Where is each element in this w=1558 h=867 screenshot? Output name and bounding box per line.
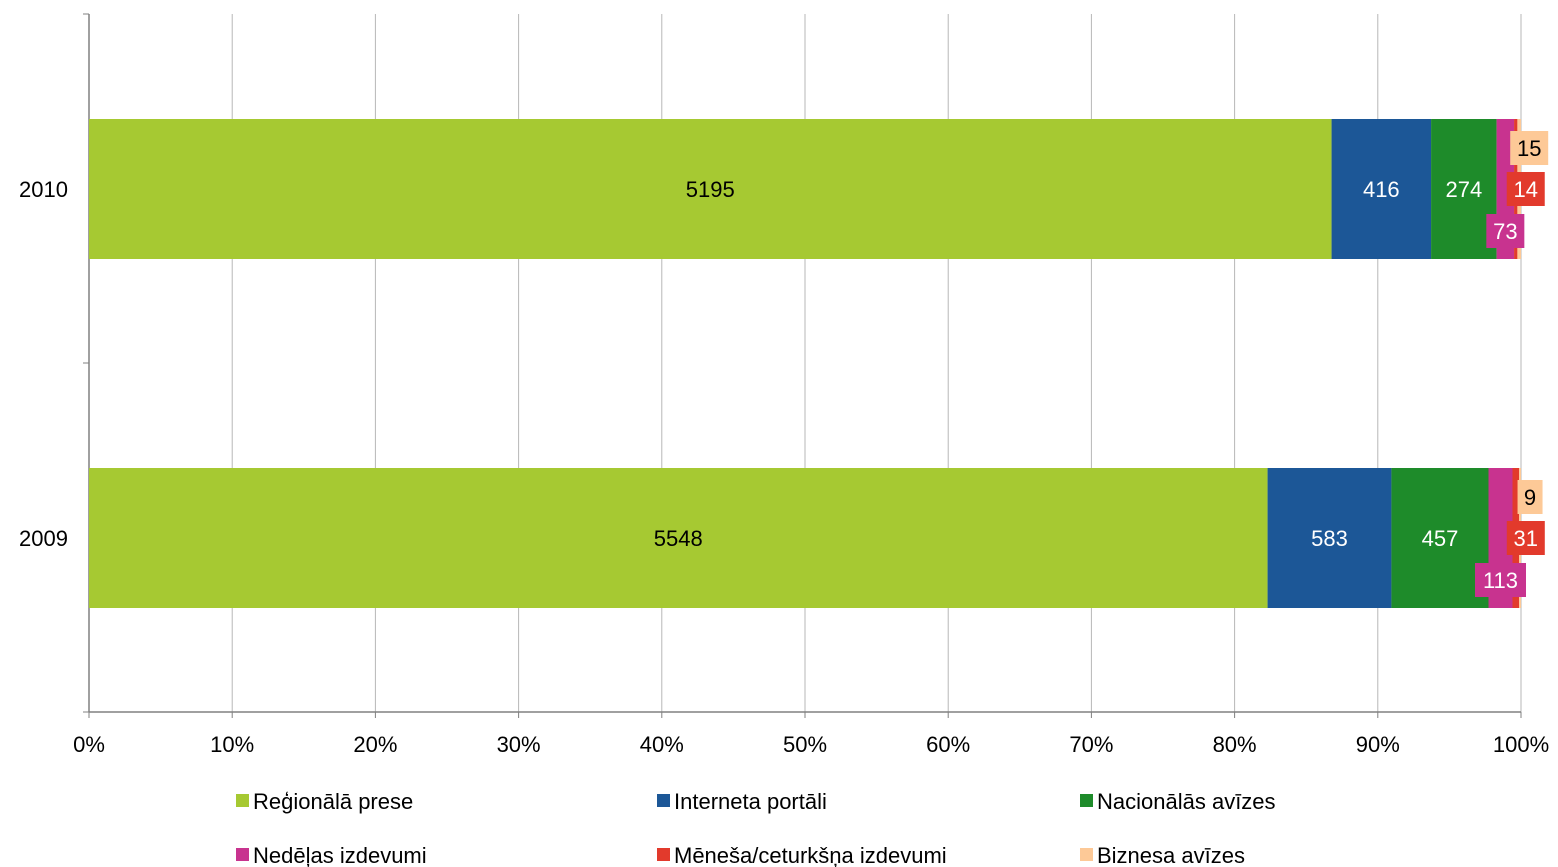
data-label: 31 bbox=[1514, 526, 1538, 551]
y-tick-label: 2009 bbox=[19, 526, 68, 551]
legend-swatch bbox=[236, 848, 249, 861]
bar-segment bbox=[1431, 119, 1497, 259]
data-label: 5548 bbox=[654, 526, 703, 551]
x-tick-label: 40% bbox=[640, 732, 684, 757]
data-label: 583 bbox=[1311, 526, 1348, 551]
bar-segment bbox=[1267, 468, 1392, 608]
x-tick-label: 30% bbox=[497, 732, 541, 757]
data-label: 113 bbox=[1483, 568, 1518, 593]
legend-swatch bbox=[1080, 794, 1093, 807]
data-label: 73 bbox=[1493, 219, 1517, 244]
x-tick-label: 0% bbox=[73, 732, 105, 757]
data-label-box bbox=[1506, 521, 1545, 555]
legend-label: Biznesa avīzes bbox=[1097, 843, 1245, 867]
data-label: 14 bbox=[1513, 177, 1537, 202]
x-tick-label: 10% bbox=[210, 732, 254, 757]
data-label-box bbox=[1506, 172, 1545, 206]
x-tick-label: 90% bbox=[1356, 732, 1400, 757]
bars bbox=[89, 119, 1521, 608]
data-label-box bbox=[1510, 131, 1549, 165]
x-tick-label: 80% bbox=[1213, 732, 1257, 757]
data-label: 15 bbox=[1517, 136, 1541, 161]
data-label: 416 bbox=[1363, 177, 1400, 202]
x-tick-label: 100% bbox=[1493, 732, 1549, 757]
tick-labels: 0% 10% 20% 30% 40% 50% 60% 70% 80% 90% 100% 2010 200… bbox=[19, 177, 1549, 757]
data-label: 457 bbox=[1422, 526, 1459, 551]
legend-label: Mēneša/ceturkšņa izdevumi bbox=[674, 843, 947, 867]
data-label: 9 bbox=[1524, 485, 1536, 510]
legend-label: Reģionālā prese bbox=[253, 789, 413, 814]
data-label: 5195 bbox=[686, 177, 735, 202]
legend-swatch bbox=[657, 794, 670, 807]
legend: Reģionālā prese Interneta portāli Nacionāl… bbox=[236, 789, 1276, 867]
legend-label: Nedēļas izdevumi bbox=[253, 843, 427, 867]
legend-swatch bbox=[236, 794, 249, 807]
data-label-box bbox=[1475, 563, 1527, 597]
x-tick-label: 70% bbox=[1069, 732, 1113, 757]
data-label-box bbox=[1486, 214, 1525, 248]
y-tick-label: 2010 bbox=[19, 177, 68, 202]
legend-label: Interneta portāli bbox=[674, 789, 827, 814]
x-tick-label: 50% bbox=[783, 732, 827, 757]
legend-swatch bbox=[1080, 848, 1093, 861]
data-label-box bbox=[1517, 480, 1543, 514]
legend-label: Nacionālās avīzes bbox=[1097, 789, 1276, 814]
legend-swatch bbox=[657, 848, 670, 861]
x-tick-label: 20% bbox=[353, 732, 397, 757]
bar-segment bbox=[1331, 119, 1432, 259]
bar-segment bbox=[89, 119, 1332, 259]
bar-segment bbox=[89, 468, 1268, 608]
data-labels: 5195 416 274 15 14 73 5548 583 457 9 31 113 bbox=[654, 131, 1549, 597]
bar-segment bbox=[1391, 468, 1489, 608]
x-tick-label: 60% bbox=[926, 732, 970, 757]
data-label: 274 bbox=[1445, 177, 1482, 202]
